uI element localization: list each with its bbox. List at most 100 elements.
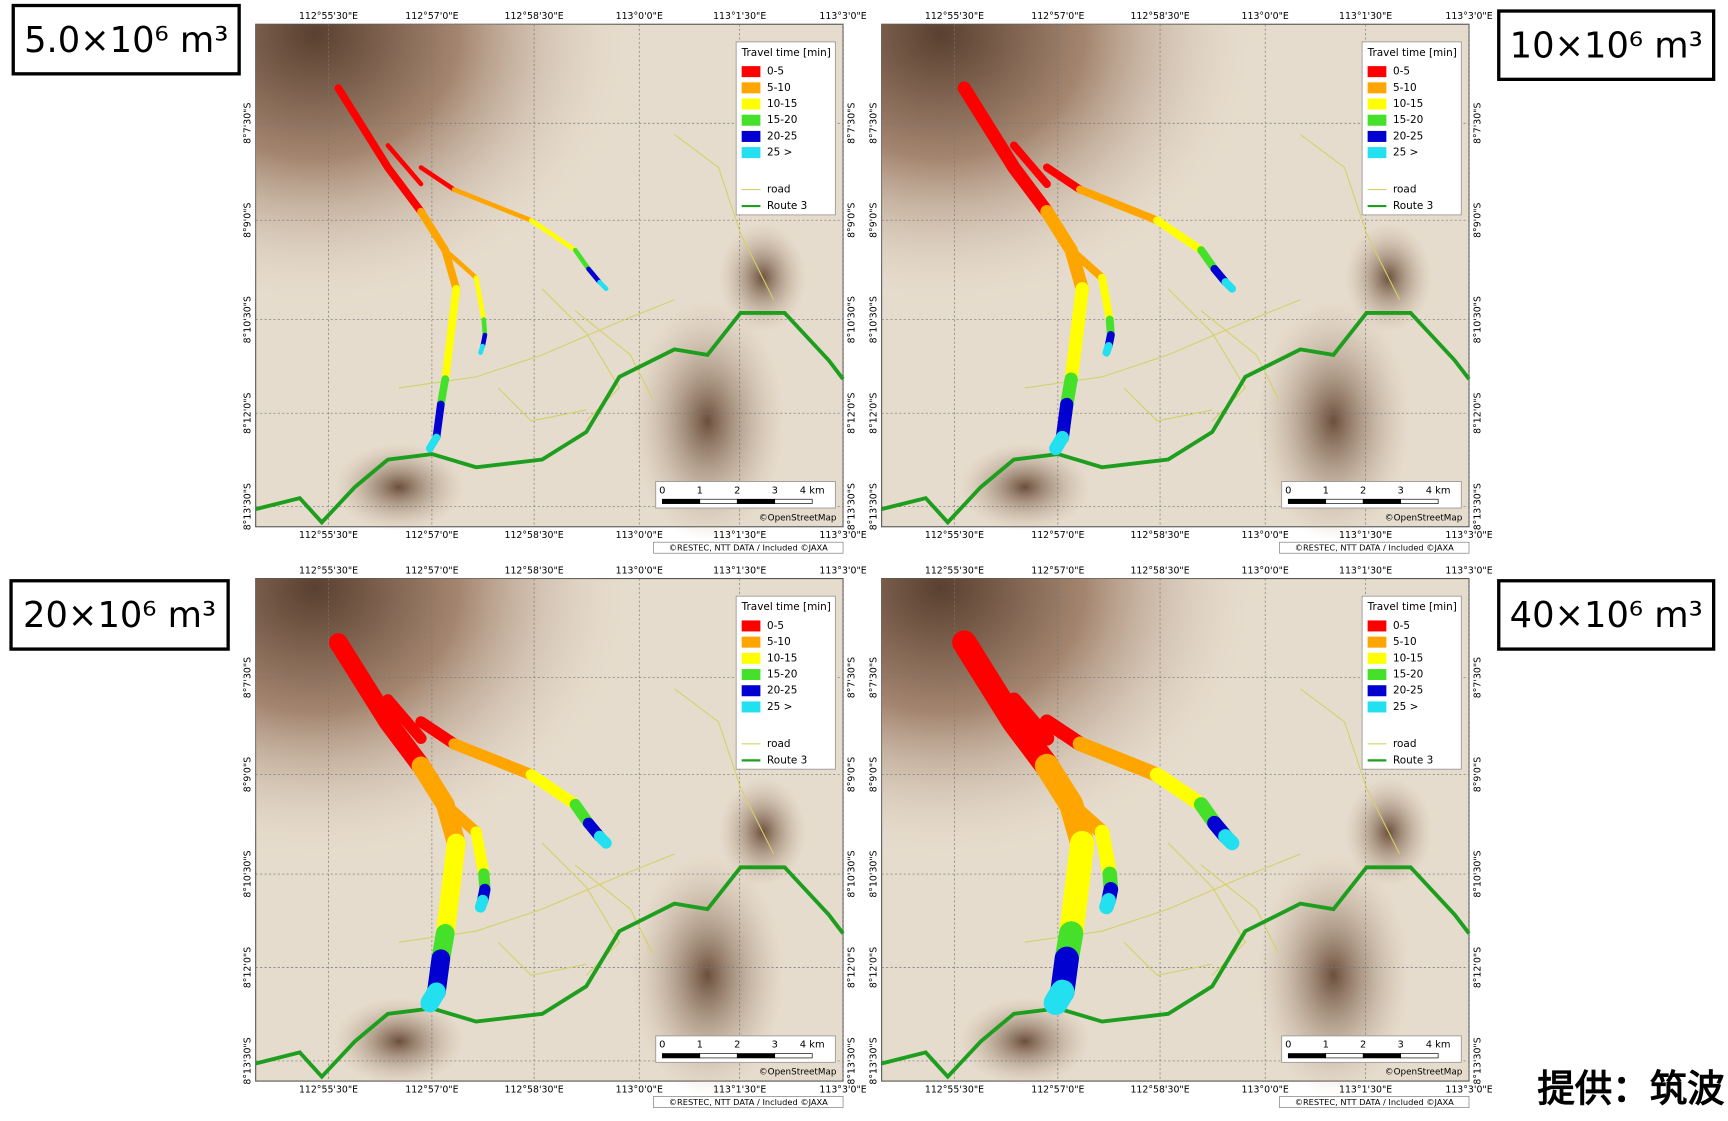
latitude-label: 8°7'30"S: [868, 103, 879, 144]
latitude-label: 8°9'0"S: [1472, 202, 1483, 237]
legend-title: Travel time [min]: [1367, 601, 1457, 613]
legend-label: road: [767, 738, 791, 750]
lava-flow: [1071, 843, 1082, 933]
scale-label: 0: [1285, 1040, 1291, 1051]
lava-flow: [480, 346, 482, 353]
map-panel: 112°55'30"E112°55'30"E112°57'0"E112°57'0…: [868, 11, 1492, 553]
longitude-label: 112°58'30"E: [505, 530, 564, 541]
longitude-label: 113°1'30"E: [713, 565, 766, 576]
map-credit: ©OpenStreetMap: [1385, 513, 1463, 523]
lava-flow: [1056, 992, 1063, 1003]
legend-label: 0-5: [1393, 620, 1410, 632]
scale-label: 1: [697, 485, 703, 496]
scale-segment: [1401, 499, 1438, 503]
legend-label: Route 3: [1393, 200, 1433, 212]
longitude-label: 113°0'0"E: [616, 530, 663, 541]
lava-flow: [476, 832, 484, 874]
longitude-label: 113°0'0"E: [616, 1084, 663, 1095]
longitude-label: 112°57'0"E: [1031, 565, 1084, 576]
latitude-label: 8°13'30"S: [868, 483, 879, 530]
scale-label: 4 km: [1426, 485, 1451, 496]
legend-label: road: [767, 184, 791, 196]
latitude-label: 8°13'30"S: [846, 483, 857, 530]
scale-label: 2: [734, 485, 740, 496]
lava-flow: [441, 379, 445, 404]
legend-title: Travel time [min]: [741, 601, 831, 613]
legend: Travel time [min]0-55-1010-1515-2020-252…: [736, 42, 835, 215]
latitude-label: 8°12'0"S: [1472, 392, 1483, 433]
map-credit: ©RESTEC, NTT DATA / Included ©JAXA: [669, 543, 828, 553]
legend-label: 5-10: [1393, 82, 1417, 94]
latitude-label: 8°10'30"S: [846, 296, 857, 343]
map-credit: ©OpenStreetMap: [759, 1068, 837, 1078]
longitude-label: 113°1'30"E: [1339, 530, 1392, 541]
legend-label: 20-25: [767, 130, 797, 142]
latitude-label: 8°12'0"S: [242, 947, 253, 988]
scale-segment: [737, 1054, 774, 1058]
longitude-label: 113°3'0"E: [1445, 565, 1492, 576]
longitude-label: 112°57'0"E: [405, 530, 458, 541]
volume-label: 5.0×10⁶ m³: [24, 20, 228, 61]
latitude-label: 8°9'0"S: [1472, 757, 1483, 792]
latitude-label: 8°7'30"S: [1472, 657, 1483, 698]
legend-label: 15-20: [1393, 114, 1423, 126]
latitude-label: 8°13'30"S: [1472, 1037, 1483, 1084]
scale-segment: [1326, 499, 1363, 503]
longitude-label: 112°57'0"E: [405, 565, 458, 576]
longitude-label: 113°1'30"E: [713, 530, 766, 541]
longitude-label: 112°58'30"E: [1130, 530, 1189, 541]
scale-segment: [1288, 1054, 1325, 1058]
latitude-label: 8°10'30"S: [1472, 296, 1483, 343]
scale-label: 3: [1398, 1040, 1404, 1051]
legend-label: 15-20: [1393, 669, 1423, 681]
latitude-label: 8°10'30"S: [868, 296, 879, 343]
legend-title: Travel time [min]: [741, 47, 831, 59]
latitude-label: 8°12'0"S: [846, 392, 857, 433]
legend-swatch: [1368, 701, 1387, 712]
map-panel: 112°55'30"E112°55'30"E112°57'0"E112°57'0…: [868, 565, 1492, 1107]
longitude-label: 113°0'0"E: [1242, 11, 1289, 22]
legend-swatch: [742, 669, 761, 680]
legend-swatch: [1368, 653, 1387, 664]
lava-flow: [1106, 346, 1108, 353]
latitude-label: 8°7'30"S: [242, 657, 253, 698]
scale-segment: [700, 499, 737, 503]
latitude-label: 8°12'0"S: [868, 392, 879, 433]
legend-label: 20-25: [1393, 685, 1423, 697]
scale-label: 4 km: [800, 485, 825, 496]
legend: Travel time [min]0-55-1010-1515-2020-252…: [1362, 596, 1461, 769]
lava-flow: [600, 836, 607, 843]
legend-label: 25 >: [767, 147, 792, 159]
legend-label: road: [1393, 184, 1417, 196]
legend-label: 10-15: [767, 652, 797, 664]
latitude-label: 8°9'0"S: [868, 202, 879, 237]
scale-label: 0: [659, 1040, 665, 1051]
longitude-label: 112°57'0"E: [1031, 11, 1084, 22]
legend-swatch: [742, 637, 761, 648]
longitude-label: 112°57'0"E: [1031, 530, 1084, 541]
latitude-label: 8°12'0"S: [846, 947, 857, 988]
legend-label: 10-15: [1393, 98, 1423, 110]
legend-label: Route 3: [767, 200, 807, 212]
lava-flow: [1106, 900, 1108, 907]
map-panel: 112°55'30"E112°55'30"E112°57'0"E112°57'0…: [242, 565, 866, 1107]
scale-segment: [662, 1054, 699, 1058]
lava-flow: [1056, 437, 1063, 448]
longitude-label: 112°58'30"E: [505, 1084, 564, 1095]
latitude-label: 8°9'0"S: [242, 202, 253, 237]
legend-swatch: [1368, 82, 1387, 93]
scale-label: 1: [697, 1040, 703, 1051]
latitude-label: 8°13'30"S: [868, 1037, 879, 1084]
longitude-label: 113°0'0"E: [1242, 1084, 1289, 1095]
latitude-label: 8°13'30"S: [1472, 483, 1483, 530]
legend-swatch: [742, 653, 761, 664]
longitude-label: 112°55'30"E: [299, 1084, 358, 1095]
scale-label: 3: [1398, 485, 1404, 496]
legend-label: 25 >: [1393, 701, 1418, 713]
scale-segment: [737, 499, 774, 503]
latitude-label: 8°7'30"S: [868, 657, 879, 698]
latitude-label: 8°12'0"S: [868, 947, 879, 988]
scale-segment: [662, 499, 699, 503]
scale-segment: [1363, 1054, 1400, 1058]
